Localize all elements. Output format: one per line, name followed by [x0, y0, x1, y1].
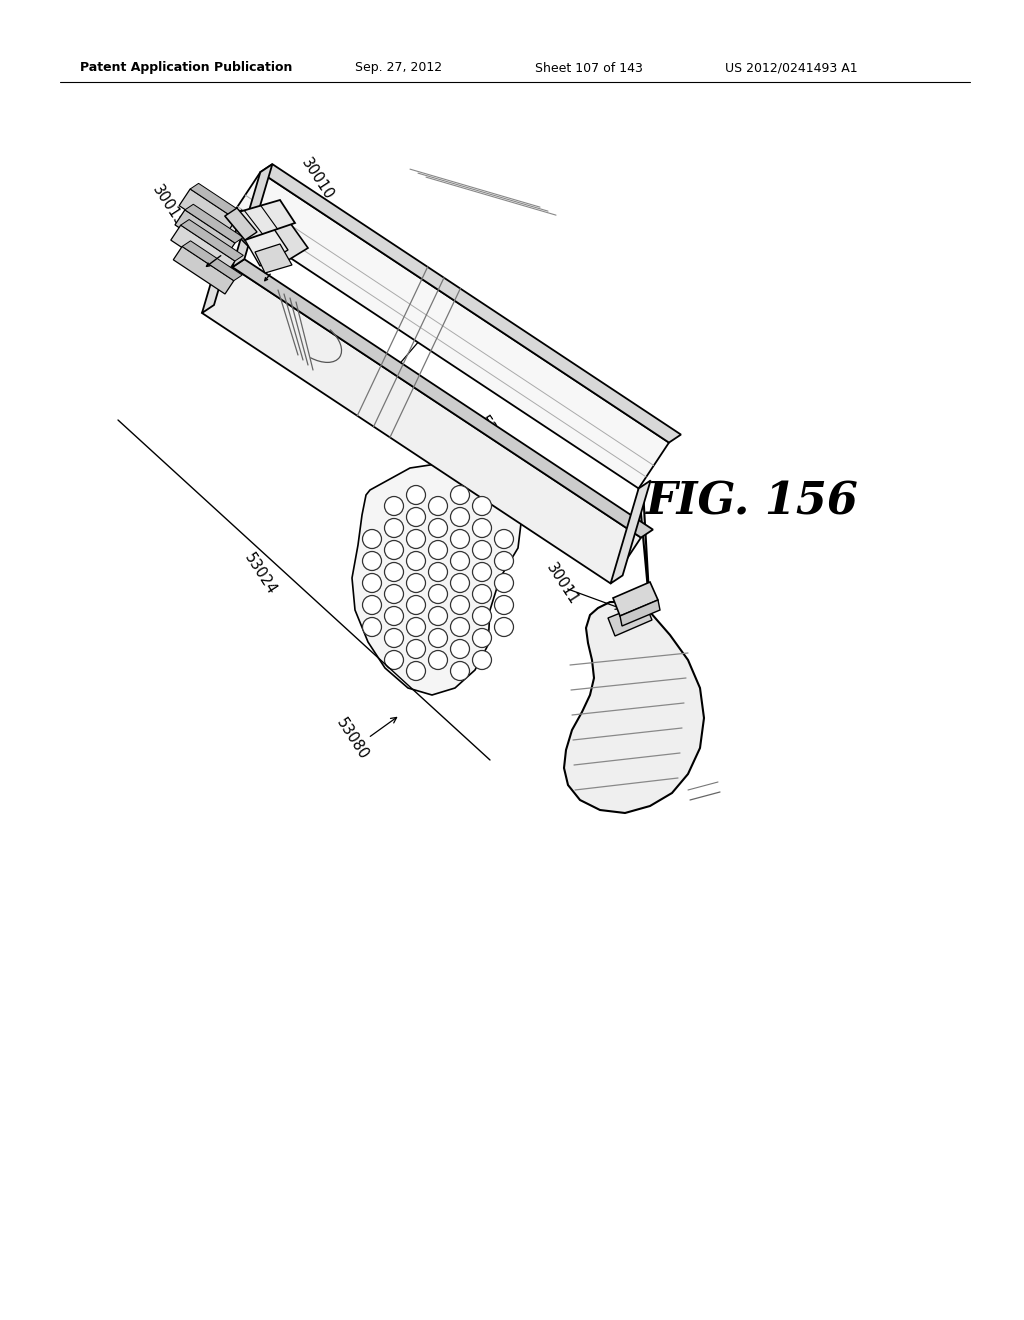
- Circle shape: [428, 651, 447, 669]
- Circle shape: [495, 529, 513, 549]
- Circle shape: [362, 573, 382, 593]
- Polygon shape: [225, 201, 295, 240]
- Circle shape: [407, 661, 426, 681]
- Circle shape: [451, 618, 469, 636]
- Circle shape: [451, 486, 469, 504]
- Polygon shape: [185, 205, 244, 243]
- Circle shape: [384, 651, 403, 669]
- Circle shape: [451, 639, 469, 659]
- Polygon shape: [260, 164, 681, 442]
- Text: 30000: 30000: [542, 466, 580, 513]
- Circle shape: [384, 519, 403, 537]
- Polygon shape: [179, 189, 237, 236]
- Circle shape: [495, 552, 513, 570]
- Polygon shape: [610, 480, 650, 583]
- Circle shape: [407, 573, 426, 593]
- Circle shape: [407, 618, 426, 636]
- Polygon shape: [238, 220, 308, 271]
- Polygon shape: [255, 244, 292, 273]
- Polygon shape: [232, 164, 272, 267]
- Circle shape: [407, 639, 426, 659]
- Circle shape: [428, 606, 447, 626]
- Circle shape: [362, 552, 382, 570]
- Circle shape: [472, 585, 492, 603]
- Polygon shape: [613, 582, 658, 616]
- Circle shape: [472, 519, 492, 537]
- Circle shape: [451, 661, 469, 681]
- Text: US 2012/0241493 A1: US 2012/0241493 A1: [725, 62, 858, 74]
- Circle shape: [428, 628, 447, 648]
- Circle shape: [428, 562, 447, 582]
- Polygon shape: [230, 172, 669, 488]
- Polygon shape: [225, 209, 257, 240]
- Circle shape: [407, 595, 426, 615]
- Polygon shape: [173, 247, 233, 294]
- Polygon shape: [232, 259, 653, 537]
- Circle shape: [384, 606, 403, 626]
- Circle shape: [495, 573, 513, 593]
- Circle shape: [451, 529, 469, 549]
- Text: 53080: 53080: [476, 414, 514, 461]
- Text: 53024: 53024: [242, 550, 280, 598]
- Circle shape: [428, 519, 447, 537]
- Polygon shape: [175, 210, 234, 257]
- Text: Sep. 27, 2012: Sep. 27, 2012: [355, 62, 442, 74]
- Text: FIG. 156: FIG. 156: [645, 480, 858, 523]
- Circle shape: [407, 486, 426, 504]
- Circle shape: [451, 507, 469, 527]
- Polygon shape: [190, 183, 245, 219]
- Circle shape: [472, 540, 492, 560]
- Polygon shape: [245, 226, 288, 267]
- Circle shape: [451, 595, 469, 615]
- Circle shape: [362, 595, 382, 615]
- Circle shape: [495, 618, 513, 636]
- Circle shape: [384, 540, 403, 560]
- Polygon shape: [202, 210, 242, 313]
- Circle shape: [451, 552, 469, 570]
- Circle shape: [362, 618, 382, 636]
- Circle shape: [384, 628, 403, 648]
- Circle shape: [472, 651, 492, 669]
- Circle shape: [407, 552, 426, 570]
- Text: Patent Application Publication: Patent Application Publication: [80, 62, 293, 74]
- Circle shape: [495, 595, 513, 615]
- Circle shape: [407, 507, 426, 527]
- Text: 30010: 30010: [299, 156, 337, 203]
- Text: 30015: 30015: [150, 183, 187, 230]
- Circle shape: [428, 496, 447, 516]
- Polygon shape: [608, 603, 652, 636]
- Circle shape: [472, 562, 492, 582]
- FancyArrowPatch shape: [265, 275, 270, 281]
- Polygon shape: [564, 488, 705, 813]
- Polygon shape: [352, 462, 522, 696]
- Polygon shape: [620, 601, 660, 626]
- Polygon shape: [202, 267, 641, 583]
- Text: Sheet 107 of 143: Sheet 107 of 143: [535, 62, 643, 74]
- Polygon shape: [182, 240, 243, 281]
- Polygon shape: [180, 219, 244, 261]
- Polygon shape: [171, 226, 234, 276]
- Text: 53080: 53080: [334, 715, 372, 763]
- Circle shape: [428, 540, 447, 560]
- Circle shape: [407, 529, 426, 549]
- Circle shape: [472, 606, 492, 626]
- Circle shape: [472, 496, 492, 516]
- Circle shape: [451, 573, 469, 593]
- Circle shape: [384, 585, 403, 603]
- Text: 30070: 30070: [426, 306, 464, 354]
- Circle shape: [362, 529, 382, 549]
- Circle shape: [384, 496, 403, 516]
- Circle shape: [428, 585, 447, 603]
- Circle shape: [472, 628, 492, 648]
- FancyArrowPatch shape: [207, 256, 221, 267]
- Circle shape: [384, 562, 403, 582]
- Text: 30011: 30011: [544, 561, 582, 609]
